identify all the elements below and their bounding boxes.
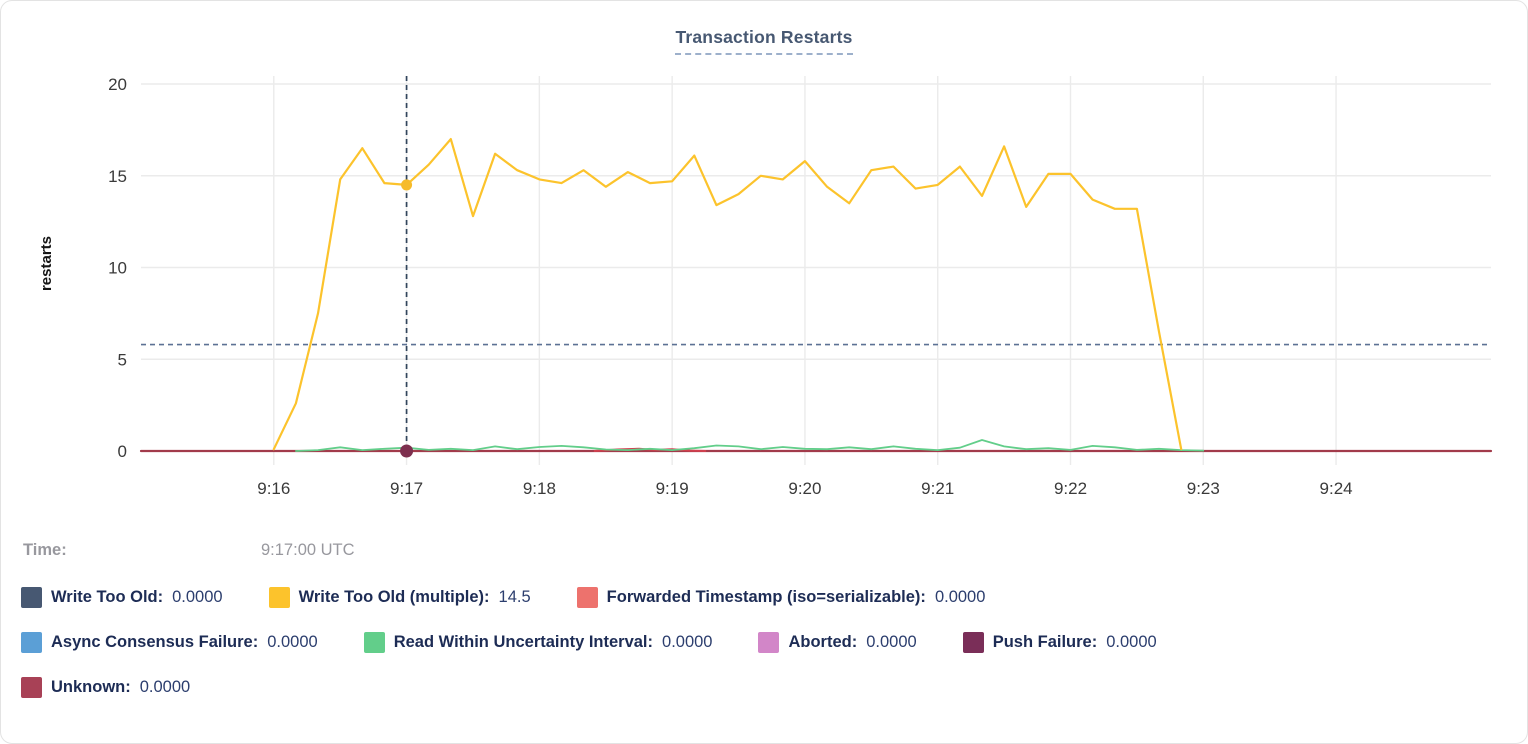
x-tick-label: 9:16 [257, 479, 290, 498]
legend-color-swatch [21, 632, 42, 653]
y-axis-label: restarts [38, 236, 55, 291]
legend-series-label: Write Too Old (multiple): [298, 588, 490, 606]
chart-title: Transaction Restarts [675, 27, 853, 55]
time-label: Time: [23, 541, 67, 559]
legend-series-value: 0.0000 [866, 633, 917, 651]
legend-series-value: 0.0000 [172, 588, 223, 606]
transaction-restarts-chart[interactable]: 0 5 10 15 20 9:16 9:17 9:18 9:19 9:20 9:21 9:22 9:23… [1, 1, 1528, 521]
series-line [294, 439, 1205, 452]
hover-time-row: Time: 9:17:00 UTC [23, 541, 355, 560]
legend-item: Unknown: 0.0000 [21, 677, 190, 698]
time-value: 9:17:00 UTC [261, 541, 355, 559]
legend-series-label: Write Too Old: [51, 588, 164, 606]
x-tick-label: 9:20 [788, 479, 821, 498]
legend-item: Forwarded Timestamp (iso=serializable): 0… [576, 587, 986, 608]
legend-item: Aborted: 0.0000 [758, 632, 917, 653]
y-tick-label: 10 [108, 259, 127, 278]
legend-color-swatch [758, 632, 780, 653]
legend-series-label: Forwarded Timestamp (iso=serializable): [606, 588, 926, 606]
x-tick-label: 9:23 [1187, 479, 1220, 498]
legend-series-value: 0.0000 [934, 588, 986, 606]
legend-color-swatch [576, 587, 598, 608]
legend-color-swatch [268, 587, 290, 608]
hover-point-dot [400, 444, 414, 458]
x-tick-label: 9:19 [656, 479, 689, 498]
legend-series-value: 0.0000 [139, 678, 191, 696]
legend-item: Async Consensus Failure: 0.0000 [21, 632, 318, 653]
legend-row: Write Too Old: 0.0000 Write Too Old (multi… [21, 587, 1511, 608]
legend-color-swatch [21, 587, 42, 608]
legend-series-label: Unknown: [51, 678, 131, 696]
legend-item: Write Too Old: 0.0000 [21, 587, 223, 608]
legend-series-label: Aborted: [788, 633, 858, 651]
legend-row: Async Consensus Failure: 0.0000 Read Withi… [21, 632, 1511, 653]
legend-color-swatch [962, 632, 984, 653]
x-tick-label: 9:18 [523, 479, 556, 498]
legend-series-label: Async Consensus Failure: [51, 633, 259, 651]
legend-series-label: Push Failure: [992, 633, 1098, 651]
legend-color-swatch [363, 632, 385, 653]
legend-series-value: 14.5 [498, 588, 531, 606]
series-line [272, 138, 1183, 451]
x-tick-label: 9:21 [921, 479, 954, 498]
chart-title-wrap: Transaction Restarts [1, 27, 1527, 55]
y-tick-label: 20 [108, 75, 127, 94]
y-tick-label: 5 [118, 350, 127, 369]
legend-series-value: 0.0000 [1106, 633, 1157, 651]
x-tick-label: 9:22 [1054, 479, 1087, 498]
legend-item: Write Too Old (multiple): 14.5 [268, 587, 531, 608]
y-tick-label: 0 [118, 442, 127, 461]
legend: Write Too Old: 0.0000 Write Too Old (multi… [21, 587, 1511, 698]
legend-row: Unknown: 0.0000 [21, 677, 1511, 698]
legend-item: Push Failure: 0.0000 [962, 632, 1157, 653]
legend-series-value: 0.0000 [267, 633, 318, 651]
y-tick-label: 15 [108, 167, 127, 186]
legend-series-value: 0.0000 [662, 633, 713, 651]
legend-item: Read Within Uncertainty Interval: 0.0000 [363, 632, 713, 653]
legend-series-label: Read Within Uncertainty Interval: [393, 633, 654, 651]
x-tick-label: 9:24 [1320, 479, 1353, 498]
x-tick-label: 9:17 [390, 479, 423, 498]
legend-color-swatch [21, 677, 42, 698]
hover-point-dot [401, 179, 413, 191]
